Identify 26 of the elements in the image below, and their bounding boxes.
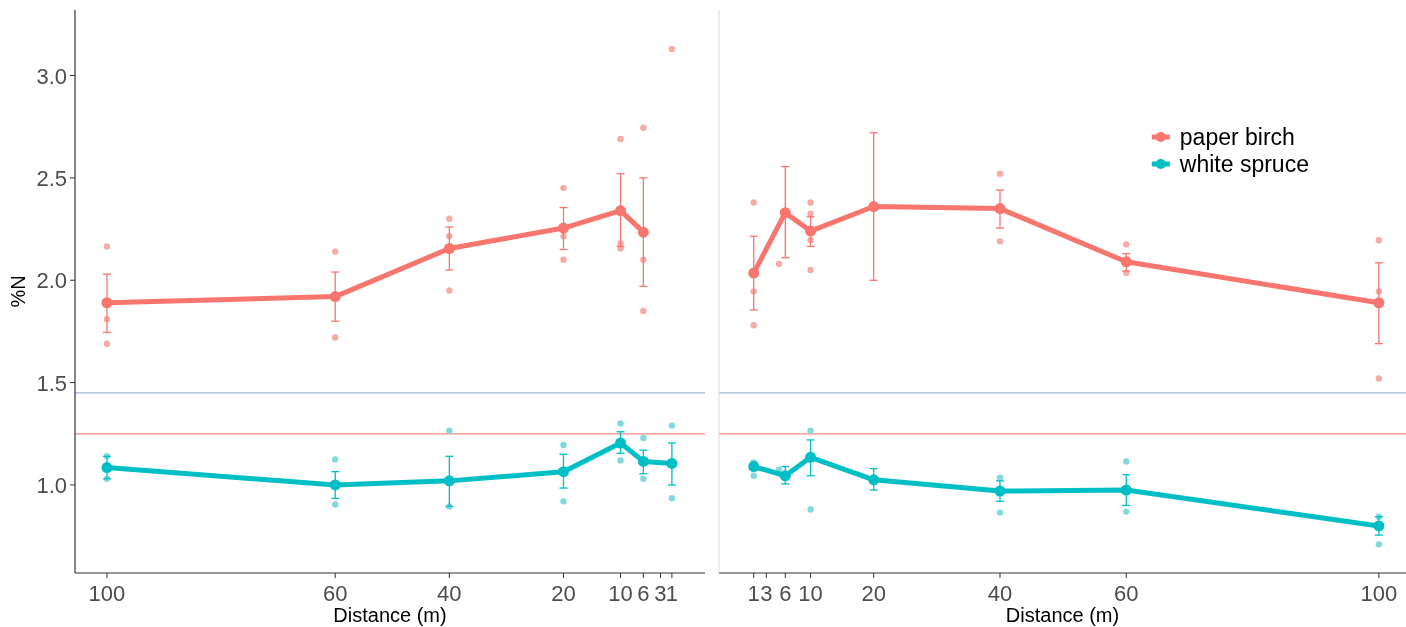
y-tick-label: 1.5	[36, 370, 67, 396]
x-tick-label: 10	[608, 581, 633, 606]
y-tick-label: 2.5	[36, 165, 67, 191]
x-tick-label: 10	[798, 581, 823, 606]
x-tick-label: 40	[987, 581, 1013, 606]
x-tick-label: 40	[437, 581, 462, 606]
x-tick-label: 1	[665, 581, 679, 606]
x-tick-label: 6	[637, 581, 650, 606]
legend-label: paper birch	[1179, 124, 1295, 150]
y-tick-label: 3.0	[36, 63, 67, 89]
x-axis-title: Distance (m)	[333, 604, 447, 626]
x-tick-label: 6	[779, 581, 792, 606]
x-tick-label: 60	[1114, 581, 1139, 606]
y-axis-title: %N	[7, 275, 29, 308]
x-tick-label: 1	[747, 581, 760, 606]
x-tick-label: 20	[861, 581, 886, 606]
x-tick-label: 20	[551, 581, 576, 606]
y-tick-label: 2.0	[36, 268, 67, 294]
x-tick-label: 100	[1360, 581, 1398, 606]
legend-label: white spruce	[1178, 151, 1309, 177]
x-axis-title: Distance (m)	[1005, 604, 1120, 626]
x-tick-label: 60	[322, 581, 348, 606]
x-tick-label: 3	[760, 581, 773, 606]
x-tick-label: 3	[654, 581, 667, 606]
x-tick-label: 100	[88, 581, 126, 606]
y-tick-label: 1.0	[36, 472, 67, 498]
